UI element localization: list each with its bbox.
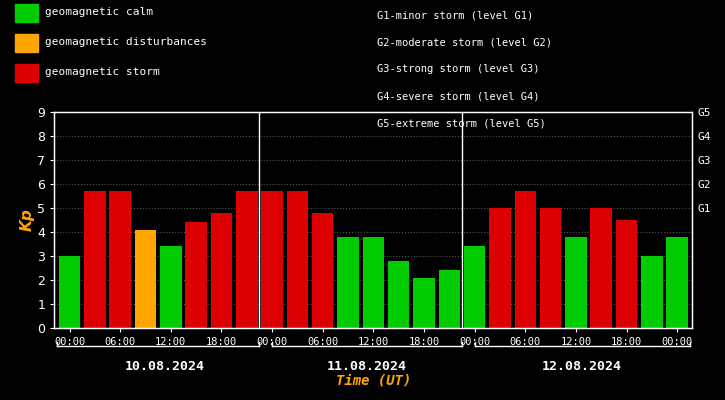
Bar [439, 270, 460, 328]
Text: geomagnetic disturbances: geomagnetic disturbances [45, 37, 207, 47]
Bar [312, 213, 334, 328]
Text: geomagnetic calm: geomagnetic calm [45, 7, 153, 17]
Bar [388, 261, 410, 328]
Text: 12.08.2024: 12.08.2024 [542, 360, 622, 372]
Text: G5-extreme storm (level G5): G5-extreme storm (level G5) [377, 119, 546, 129]
Text: 11.08.2024: 11.08.2024 [327, 360, 407, 372]
Bar [109, 191, 131, 328]
Bar [666, 237, 688, 328]
Bar [515, 191, 536, 328]
Bar [135, 230, 157, 328]
Bar [362, 237, 384, 328]
Text: 10.08.2024: 10.08.2024 [125, 360, 204, 372]
Bar [616, 220, 637, 328]
Bar [84, 191, 106, 328]
Bar [641, 256, 663, 328]
Text: G3-strong storm (level G3): G3-strong storm (level G3) [377, 64, 539, 74]
Bar [160, 246, 181, 328]
Text: G1-minor storm (level G1): G1-minor storm (level G1) [377, 10, 534, 20]
Y-axis label: Kp: Kp [20, 209, 35, 231]
Bar [540, 208, 561, 328]
Bar [286, 191, 308, 328]
Bar [489, 208, 510, 328]
Text: G2-moderate storm (level G2): G2-moderate storm (level G2) [377, 37, 552, 47]
Bar [590, 208, 612, 328]
Bar [413, 278, 435, 328]
Text: geomagnetic storm: geomagnetic storm [45, 67, 160, 77]
Bar [59, 256, 80, 328]
Bar [261, 191, 283, 328]
Bar [337, 237, 359, 328]
Bar [566, 237, 587, 328]
Bar [186, 222, 207, 328]
Text: Time (UT): Time (UT) [336, 374, 411, 388]
Bar [236, 191, 257, 328]
Text: G4-severe storm (level G4): G4-severe storm (level G4) [377, 92, 539, 102]
Bar [211, 213, 232, 328]
Bar [464, 246, 486, 328]
